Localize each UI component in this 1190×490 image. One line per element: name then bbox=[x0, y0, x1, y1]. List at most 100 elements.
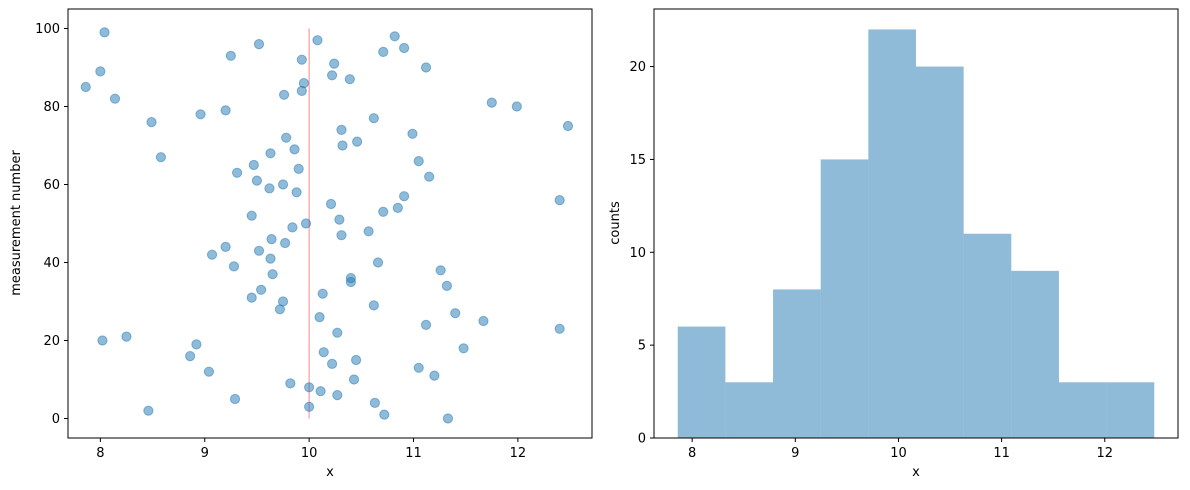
scatter-point bbox=[289, 144, 300, 155]
y-tick-label: 40 bbox=[43, 256, 60, 271]
scatter-point bbox=[441, 280, 453, 291]
scatter-point bbox=[326, 70, 338, 81]
scatter-point bbox=[413, 156, 424, 167]
scatter-point bbox=[450, 308, 461, 319]
scatter-point bbox=[229, 393, 241, 405]
histogram-bar bbox=[868, 29, 916, 439]
scatter-point bbox=[554, 195, 565, 206]
histogram-bar bbox=[725, 382, 774, 438]
x-tick-label: 9 bbox=[201, 446, 209, 461]
scatter-point bbox=[420, 62, 432, 73]
scatter-point bbox=[345, 273, 356, 284]
scatter-point bbox=[264, 183, 275, 194]
histogram-bar bbox=[1011, 270, 1059, 438]
scatter-point bbox=[389, 31, 400, 42]
scatter-point bbox=[121, 331, 132, 342]
scatter-point bbox=[420, 319, 432, 330]
histogram-y-ticks: 0 5 10 15 20 bbox=[629, 60, 654, 447]
histogram-bar bbox=[677, 326, 726, 438]
scatter-point bbox=[337, 140, 348, 151]
scatter-point bbox=[277, 179, 289, 190]
scatter-point bbox=[296, 54, 307, 65]
scatter-point bbox=[266, 234, 277, 245]
scatter-point bbox=[332, 390, 343, 401]
scatter-point bbox=[429, 370, 440, 381]
x-tick-label: 12 bbox=[510, 446, 527, 461]
scatter-point bbox=[109, 93, 121, 104]
x-tick-label: 8 bbox=[688, 446, 696, 461]
scatter-point bbox=[348, 374, 360, 385]
x-tick-label: 10 bbox=[301, 446, 318, 461]
scatter-plot-area bbox=[67, 8, 593, 439]
scatter-point bbox=[287, 222, 298, 233]
histogram-bar bbox=[1106, 382, 1155, 438]
scatter-point bbox=[407, 128, 418, 139]
scatter-y-ticks: 0 20 40 60 80 100 bbox=[35, 22, 68, 427]
x-tick-label: 11 bbox=[405, 446, 422, 461]
histogram-bar bbox=[963, 233, 1012, 438]
scatter-point bbox=[300, 218, 312, 229]
scatter-point bbox=[442, 413, 454, 424]
scatter-point bbox=[231, 167, 243, 178]
scatter-point bbox=[246, 210, 257, 221]
scatter-point bbox=[329, 58, 340, 69]
scatter-point bbox=[253, 245, 265, 256]
scatter-point bbox=[143, 405, 154, 416]
y-tick-label: 10 bbox=[629, 246, 646, 261]
scatter-point bbox=[80, 81, 91, 93]
y-tick-label: 100 bbox=[35, 22, 60, 37]
scatter-point bbox=[304, 401, 315, 412]
y-tick-label: 0 bbox=[638, 432, 646, 447]
scatter-point bbox=[344, 74, 355, 85]
scatter-point bbox=[155, 152, 167, 163]
scatter-point bbox=[220, 241, 231, 252]
scatter-point bbox=[285, 378, 296, 389]
scatter-point bbox=[336, 230, 347, 241]
scatter-point bbox=[378, 46, 389, 58]
histogram-x-ticks: 8 9 10 11 12 bbox=[688, 438, 1113, 461]
scatter-point bbox=[277, 296, 289, 307]
scatter-point bbox=[562, 120, 574, 132]
scatter-point bbox=[251, 175, 263, 186]
y-tick-label: 80 bbox=[43, 100, 60, 115]
scatter-y-axis-label: measurement number bbox=[9, 150, 24, 296]
histogram-bar bbox=[916, 66, 964, 439]
x-tick-label: 11 bbox=[993, 446, 1010, 461]
x-tick-label: 8 bbox=[96, 446, 104, 461]
scatter-point bbox=[352, 136, 363, 147]
scatter-point bbox=[372, 257, 384, 268]
histogram-bar bbox=[773, 289, 821, 438]
scatter-x-ticks: 8 9 10 11 12 bbox=[96, 438, 526, 461]
scatter-point bbox=[315, 386, 326, 397]
scatter-point bbox=[318, 347, 329, 358]
scatter-point bbox=[304, 382, 315, 393]
scatter-point bbox=[379, 409, 390, 420]
scatter-point bbox=[325, 198, 337, 210]
scatter-point bbox=[350, 354, 362, 366]
scatter-point bbox=[146, 117, 157, 128]
histogram-plot-area bbox=[653, 8, 1179, 439]
scatter-point bbox=[312, 35, 323, 46]
scatter-point bbox=[458, 343, 469, 354]
y-tick-label: 60 bbox=[43, 178, 60, 193]
scatter-point bbox=[256, 284, 267, 295]
scatter-point bbox=[220, 105, 231, 116]
x-tick-label: 9 bbox=[791, 446, 799, 461]
scatter-point bbox=[281, 132, 292, 143]
scatter-point bbox=[248, 159, 259, 171]
scatter-point bbox=[293, 163, 304, 174]
scatter-point bbox=[369, 397, 380, 408]
scatter-point bbox=[185, 351, 196, 362]
scatter-point bbox=[314, 312, 325, 323]
scatter-point bbox=[278, 89, 290, 100]
scatter-point bbox=[326, 358, 338, 369]
scatter-point bbox=[413, 362, 424, 373]
scatter-point bbox=[267, 269, 278, 280]
scatter-point bbox=[336, 124, 347, 135]
scatter-point bbox=[399, 191, 410, 202]
scatter-point bbox=[225, 50, 236, 61]
scatter-point bbox=[203, 366, 215, 377]
scatter-point bbox=[392, 202, 403, 213]
y-tick-label: 15 bbox=[629, 153, 646, 168]
